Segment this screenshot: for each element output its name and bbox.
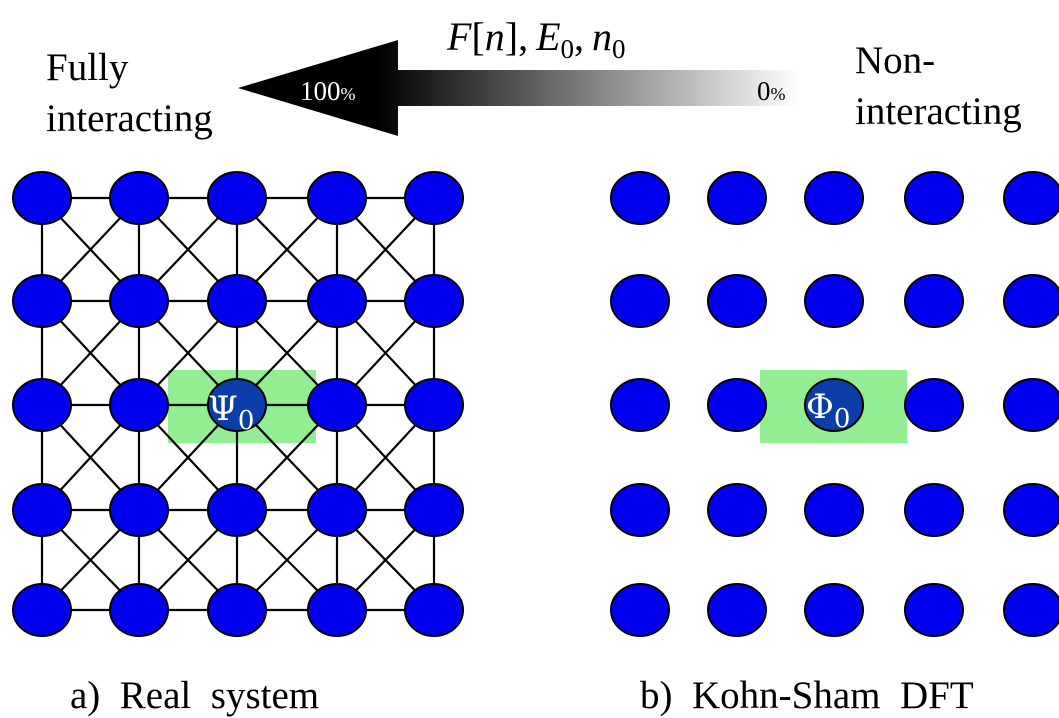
- particle-node: [1003, 378, 1059, 432]
- particle-node: [904, 171, 964, 225]
- particle-node: [1003, 583, 1059, 637]
- particle-node: [404, 171, 464, 225]
- arrow-end-label: 0%: [757, 76, 786, 106]
- panel-a-real-system: Ψ0 a) Real system: [12, 171, 464, 717]
- panel-a-caption: a) Real system: [70, 674, 319, 717]
- particle-node: [707, 378, 767, 432]
- particle-node: [804, 274, 864, 328]
- particle-node: [12, 378, 72, 432]
- particle-node: [207, 583, 267, 637]
- particle-node: [904, 274, 964, 328]
- arrow-start-label: 100%: [300, 76, 356, 106]
- particle-node: [1003, 483, 1059, 537]
- panel-a-nodes: [12, 171, 464, 637]
- particle-node: [109, 583, 169, 637]
- gradient-arrow-shape: [238, 40, 800, 136]
- particle-node: [207, 483, 267, 537]
- particle-node: [1003, 274, 1059, 328]
- particle-node: [307, 483, 367, 537]
- particle-node: [707, 583, 767, 637]
- particle-node: [12, 483, 72, 537]
- particle-node: [804, 171, 864, 225]
- particle-node: [610, 378, 670, 432]
- particle-node: [804, 483, 864, 537]
- particle-node: [307, 583, 367, 637]
- particle-node: [904, 378, 964, 432]
- particle-node: [804, 583, 864, 637]
- particle-node: [404, 483, 464, 537]
- highlighted-particle-node: [804, 378, 864, 432]
- particle-node: [904, 583, 964, 637]
- particle-node: [109, 483, 169, 537]
- particle-node: [12, 171, 72, 225]
- interacting-right-label: interacting: [855, 90, 1022, 133]
- particle-node: [404, 274, 464, 328]
- particle-node: [610, 274, 670, 328]
- panel-b-nodes: [610, 171, 1059, 637]
- particle-node: [307, 274, 367, 328]
- particle-node: [207, 171, 267, 225]
- particle-node: [610, 171, 670, 225]
- particle-node: [404, 378, 464, 432]
- particle-node: [1003, 171, 1059, 225]
- particle-node: [707, 483, 767, 537]
- particle-node: [207, 274, 267, 328]
- fully-label: Fully: [46, 46, 129, 89]
- interaction-arrow: 100% 0%: [238, 40, 800, 136]
- psi-label: Ψ0: [208, 389, 254, 436]
- panel-b-kohn-sham-dft: Φ0 b) Kohn-Sham DFT: [610, 171, 1059, 717]
- particle-node: [109, 171, 169, 225]
- particle-node: [707, 171, 767, 225]
- particle-node: [904, 483, 964, 537]
- particle-node: [610, 483, 670, 537]
- phi-label: Φ0: [806, 387, 850, 434]
- arrow-title: F[n], E0, n0: [446, 14, 626, 64]
- particle-node: [12, 274, 72, 328]
- particle-node: [12, 583, 72, 637]
- particle-node: [404, 583, 464, 637]
- particle-node: [109, 274, 169, 328]
- non-label: Non-: [855, 39, 935, 82]
- highlighted-particle-node: [207, 378, 267, 432]
- particle-node: [707, 274, 767, 328]
- particle-node: [109, 378, 169, 432]
- particle-node: [307, 171, 367, 225]
- panel-b-caption: b) Kohn-Sham DFT: [640, 674, 974, 717]
- interacting-left-label: interacting: [46, 97, 213, 140]
- particle-node: [307, 378, 367, 432]
- particle-node: [610, 583, 670, 637]
